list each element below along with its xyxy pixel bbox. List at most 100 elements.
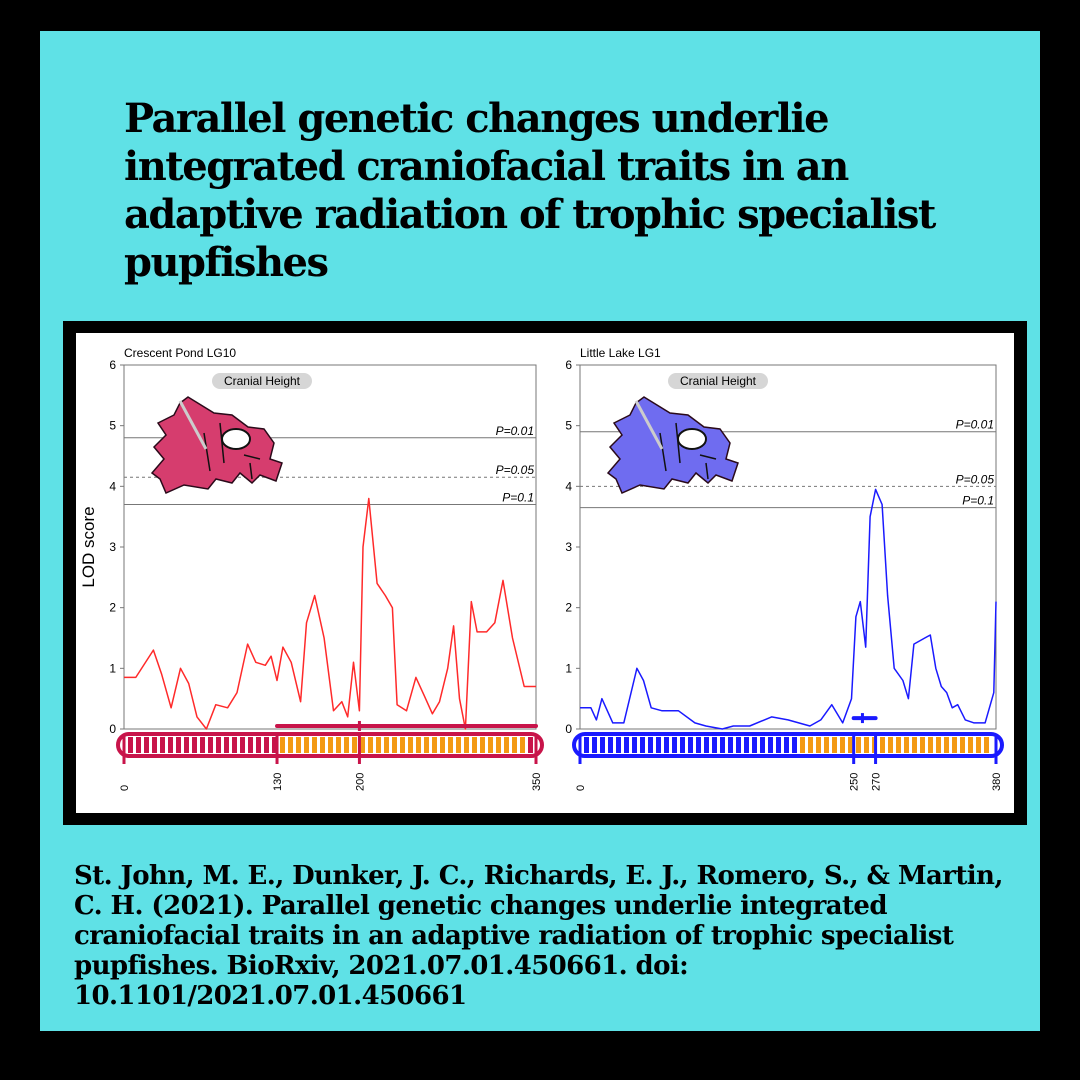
data-point [705, 725, 706, 726]
chromosome-segment [608, 737, 613, 753]
data-point [265, 665, 266, 666]
fish-outline [606, 396, 739, 494]
chromosome-segment [896, 737, 901, 753]
x-tick-label: 270 [871, 773, 883, 791]
data-point [227, 707, 228, 708]
lod-figure: Crescent Pond LG10 0 1 2 3 4 5 6 LOD score P=0.01… [79, 346, 1004, 791]
chromosome-segment [168, 737, 173, 753]
fish-eye [221, 428, 251, 450]
chromosome-segment [400, 737, 405, 753]
data-point [809, 725, 810, 726]
data-point [860, 601, 861, 602]
chromosome-bar [116, 732, 544, 758]
chromosome-segment [376, 737, 381, 753]
threshold-label: P=0.01 [496, 424, 534, 438]
chromosome-segment [944, 737, 949, 753]
chromosome-segment [816, 737, 821, 753]
chromosome-segment [856, 737, 861, 753]
data-point [465, 728, 466, 729]
data-point [368, 498, 369, 499]
x-tick-label: 200 [354, 773, 366, 791]
chromosome-segment [512, 737, 517, 753]
data-point [957, 704, 958, 705]
chromosome-segment [768, 737, 773, 753]
y-tick-label: 2 [565, 601, 572, 615]
chromosome-segment [200, 737, 205, 753]
data-point [908, 698, 909, 699]
chromosome-segment [832, 737, 837, 753]
y-tick-label: 3 [565, 540, 572, 554]
data-point [247, 643, 248, 644]
chromosome-segment [264, 737, 269, 753]
chromosome-segment [304, 737, 309, 753]
x-tick-label: 380 [991, 773, 1003, 791]
citation-text: St. John, M. E., Dunker, J. C., Richards… [74, 861, 1003, 1011]
chromosome-segment [440, 737, 445, 753]
chromosome-segment [144, 737, 149, 753]
chromosome-segment [744, 737, 749, 753]
data-point [362, 546, 363, 547]
data-point [271, 656, 272, 657]
y-tick-label: 3 [109, 540, 116, 554]
data-point [678, 710, 679, 711]
y-tick-label: 1 [565, 661, 572, 675]
chromosome-segment [224, 737, 229, 753]
data-point [353, 662, 354, 663]
chromosome-bar [572, 732, 1004, 758]
data-point [502, 580, 503, 581]
post-card: Parallel genetic changes underlie integr… [40, 31, 1040, 1031]
data-point [820, 719, 821, 720]
chromosome-segment [664, 737, 669, 753]
series-line-0 [124, 497, 536, 730]
fish-label-pill [668, 373, 768, 389]
data-point [306, 622, 307, 623]
y-axis-label: LOD score [79, 506, 98, 587]
data-point [662, 710, 663, 711]
y-tick-label: 4 [109, 479, 116, 493]
data-point [733, 725, 734, 726]
chromosome-segment [952, 737, 957, 753]
chromosome-segment [504, 737, 509, 753]
chromosome-segment [848, 737, 853, 753]
threshold-label: P=0.01 [956, 418, 994, 432]
chromosome-segment [712, 737, 717, 753]
chromosome-segment [360, 737, 365, 753]
chromosome-segment [680, 737, 685, 753]
data-point [965, 719, 966, 720]
data-point [415, 677, 416, 678]
chromosome-segment [128, 737, 133, 753]
chromosome-segment [448, 737, 453, 753]
chromosome-segment [984, 737, 989, 753]
data-point [123, 677, 124, 678]
chromosome-segment [688, 737, 693, 753]
chromosome-segment [888, 737, 893, 753]
chromosome-segment [528, 737, 533, 753]
chromosome-segment [432, 737, 437, 753]
data-point [459, 698, 460, 699]
y-tick-label: 6 [109, 358, 116, 372]
chromosome-segment [584, 737, 589, 753]
chromosome-segment [776, 737, 781, 753]
chromosome-segment [192, 737, 197, 753]
chromosome-segment [696, 737, 701, 753]
data-point [590, 707, 591, 708]
chromosome-segment [720, 737, 725, 753]
chromosome-segment [600, 737, 605, 753]
fish-skull-icon: Cranial Height [150, 373, 312, 494]
fish-outline [150, 396, 283, 494]
fish-label-pill [212, 373, 312, 389]
data-point [512, 637, 513, 638]
data-point [486, 631, 487, 632]
chromosome-segment [880, 737, 885, 753]
chromosome-segment [824, 737, 829, 753]
fish-eye [677, 428, 707, 450]
chromosome-segment [392, 737, 397, 753]
threshold-label: P=0.1 [962, 494, 994, 508]
data-point [153, 650, 154, 651]
data-point [324, 637, 325, 638]
data-point [341, 701, 342, 702]
chromosome-segment [920, 737, 925, 753]
chromosome-segment [272, 737, 277, 753]
data-point [865, 647, 866, 648]
fish-bones [659, 422, 717, 480]
